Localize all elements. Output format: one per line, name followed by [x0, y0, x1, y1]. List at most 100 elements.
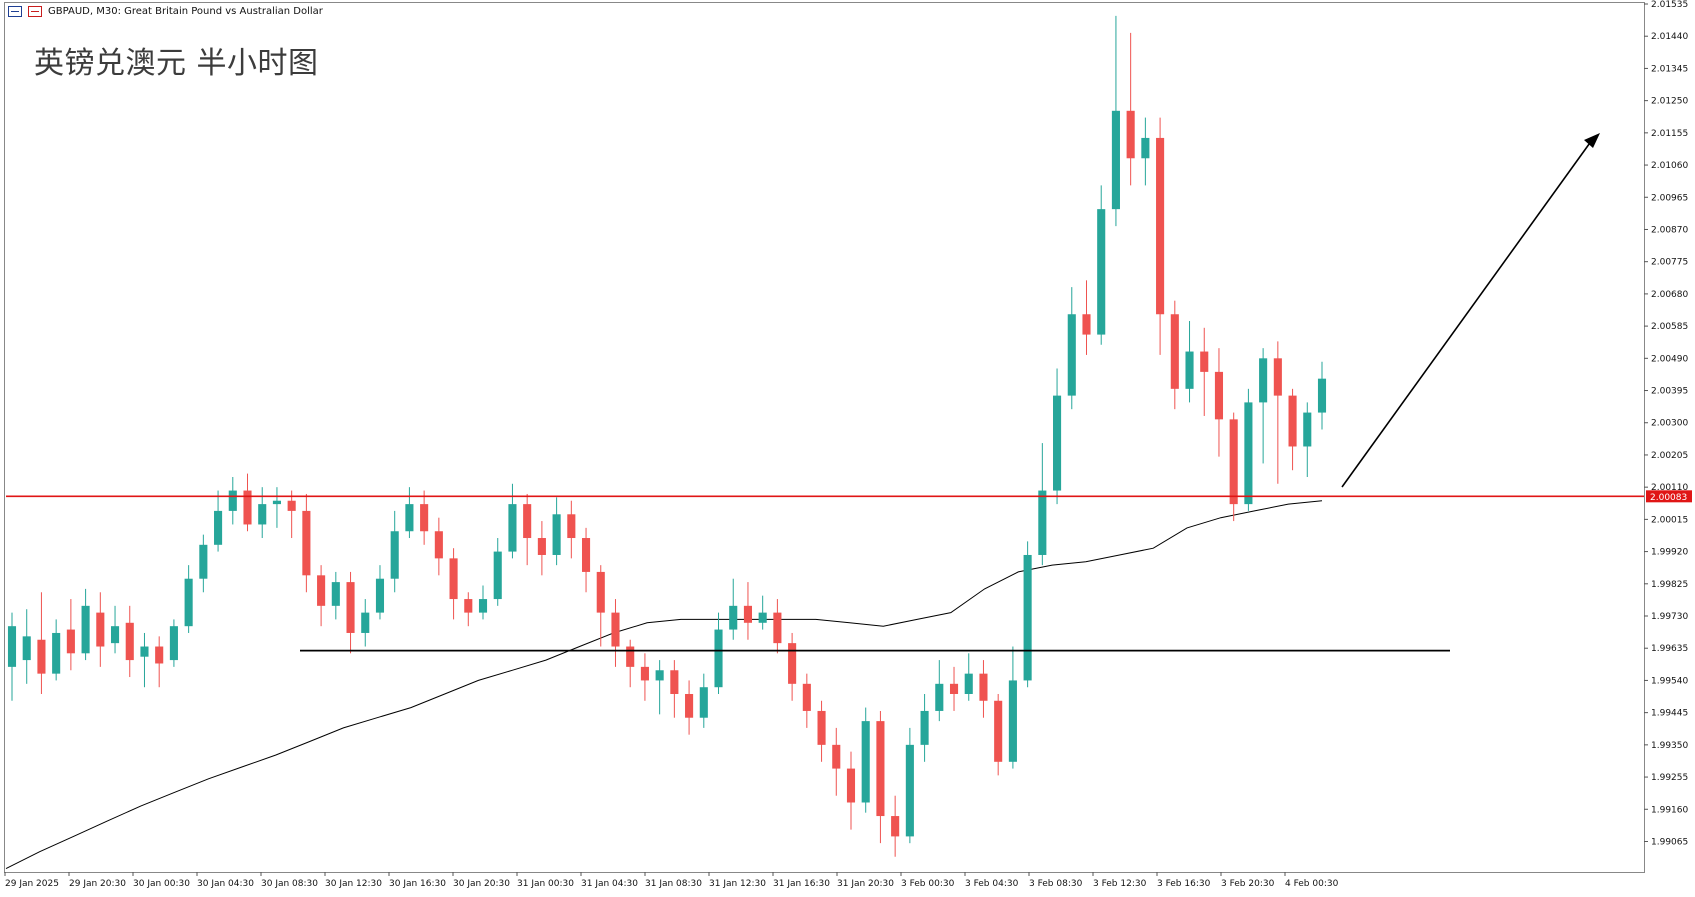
candle-body — [1023, 554, 1032, 681]
candle-body — [1111, 110, 1120, 210]
candle — [125, 605, 134, 678]
candle — [1200, 327, 1209, 416]
candle — [523, 493, 532, 566]
candle — [420, 490, 429, 545]
candle — [464, 592, 473, 627]
candle — [788, 632, 797, 701]
candle — [1008, 646, 1017, 769]
candle-body — [169, 626, 178, 661]
candle — [685, 680, 694, 735]
candle — [140, 632, 149, 688]
candle — [1229, 412, 1238, 522]
y-tick-label: 1.99825 — [1651, 580, 1688, 590]
candle-body — [523, 504, 532, 539]
candle-body — [1259, 358, 1268, 403]
candle — [626, 639, 635, 688]
x-tick-label: 3 Feb 04:30 — [965, 879, 1019, 889]
y-tick-label: 2.00965 — [1651, 193, 1688, 203]
candle — [905, 727, 914, 844]
candle — [1156, 117, 1165, 355]
y-tick-label: 2.00015 — [1651, 515, 1688, 525]
x-axis: 29 Jan 2025 29 Jan 20:30 30 Jan 00:30 30 Ja… — [4, 872, 1339, 889]
candle — [169, 619, 178, 667]
x-tick-label: 31 Jan 12:30 — [709, 879, 766, 889]
y-tick-label: 1.99920 — [1651, 548, 1688, 558]
candle — [537, 521, 546, 576]
candle — [390, 510, 399, 593]
y-tick-label: 2.00585 — [1651, 322, 1688, 332]
candle-body — [758, 612, 767, 623]
trend-arrow-layer — [1341, 133, 1600, 488]
candle-body — [773, 612, 782, 644]
price-tag-label: 2.00083 — [1650, 493, 1687, 503]
candle — [7, 612, 17, 701]
candle-body — [743, 605, 753, 623]
candle — [552, 497, 561, 566]
candle-body — [155, 646, 164, 664]
candle-body — [258, 504, 267, 525]
candle — [81, 588, 90, 661]
candle — [1288, 388, 1297, 471]
x-tick-label: 30 Jan 00:30 — [133, 879, 190, 889]
candle — [581, 527, 591, 593]
candle-body — [891, 816, 900, 837]
candle — [1273, 341, 1282, 484]
x-tick-label: 31 Jan 08:30 — [645, 879, 702, 889]
candle — [1141, 117, 1150, 186]
moving-average-line — [5, 500, 1323, 870]
candle-body — [964, 673, 973, 694]
candle-body — [714, 629, 723, 688]
candle-body — [1053, 395, 1062, 491]
candle-body — [655, 670, 664, 681]
candle — [1111, 15, 1120, 227]
y-tick-label: 2.01060 — [1651, 161, 1688, 171]
x-tick-label: 29 Jan 20:30 — [69, 879, 126, 889]
candle — [876, 710, 885, 844]
candle-body — [1082, 314, 1091, 335]
candle-body — [832, 744, 841, 769]
x-tick-label: 30 Jan 20:30 — [453, 879, 510, 889]
trend-arrow-head — [1584, 133, 1600, 148]
candle — [1038, 443, 1047, 566]
x-tick-label: 3 Feb 20:30 — [1221, 879, 1275, 889]
candle-body — [331, 582, 340, 606]
candle-body — [405, 504, 414, 532]
x-tick-label: 3 Feb 00:30 — [901, 879, 955, 889]
candle-body — [361, 612, 370, 633]
candle — [1082, 280, 1091, 355]
candle-body — [1214, 371, 1224, 420]
candle-body — [788, 643, 797, 684]
chart-close-icon[interactable] — [28, 6, 42, 17]
levels-layer — [6, 495, 1644, 652]
y-tick-label: 2.01345 — [1651, 64, 1688, 74]
candle — [1317, 361, 1327, 430]
y-tick-label: 1.99350 — [1651, 741, 1688, 751]
candle — [184, 565, 193, 633]
chart-window-icon[interactable] — [8, 6, 22, 17]
x-tick-label: 30 Jan 16:30 — [389, 879, 446, 889]
x-tick-label: 31 Jan 16:30 — [773, 879, 830, 889]
candle — [287, 490, 296, 539]
candle-body — [420, 504, 429, 532]
candle — [434, 517, 443, 576]
candle-body — [375, 578, 385, 613]
candle — [1244, 388, 1253, 511]
candle — [1303, 402, 1312, 477]
x-tick-label: 3 Feb 16:30 — [1157, 879, 1211, 889]
y-tick-label: 1.99255 — [1651, 773, 1688, 783]
price-tag-bg — [1646, 490, 1692, 503]
candle-body — [199, 544, 208, 579]
candle-body — [905, 744, 914, 837]
candle — [22, 609, 31, 684]
candle-body — [552, 514, 561, 555]
candle — [1214, 348, 1224, 457]
candle-body — [935, 683, 944, 711]
candle-body — [1097, 209, 1106, 335]
candle-body — [508, 504, 517, 552]
candle-body — [581, 538, 591, 572]
y-tick-label: 2.00395 — [1651, 387, 1688, 397]
y-tick-label: 1.99445 — [1651, 709, 1688, 719]
candle-body — [1126, 110, 1135, 159]
